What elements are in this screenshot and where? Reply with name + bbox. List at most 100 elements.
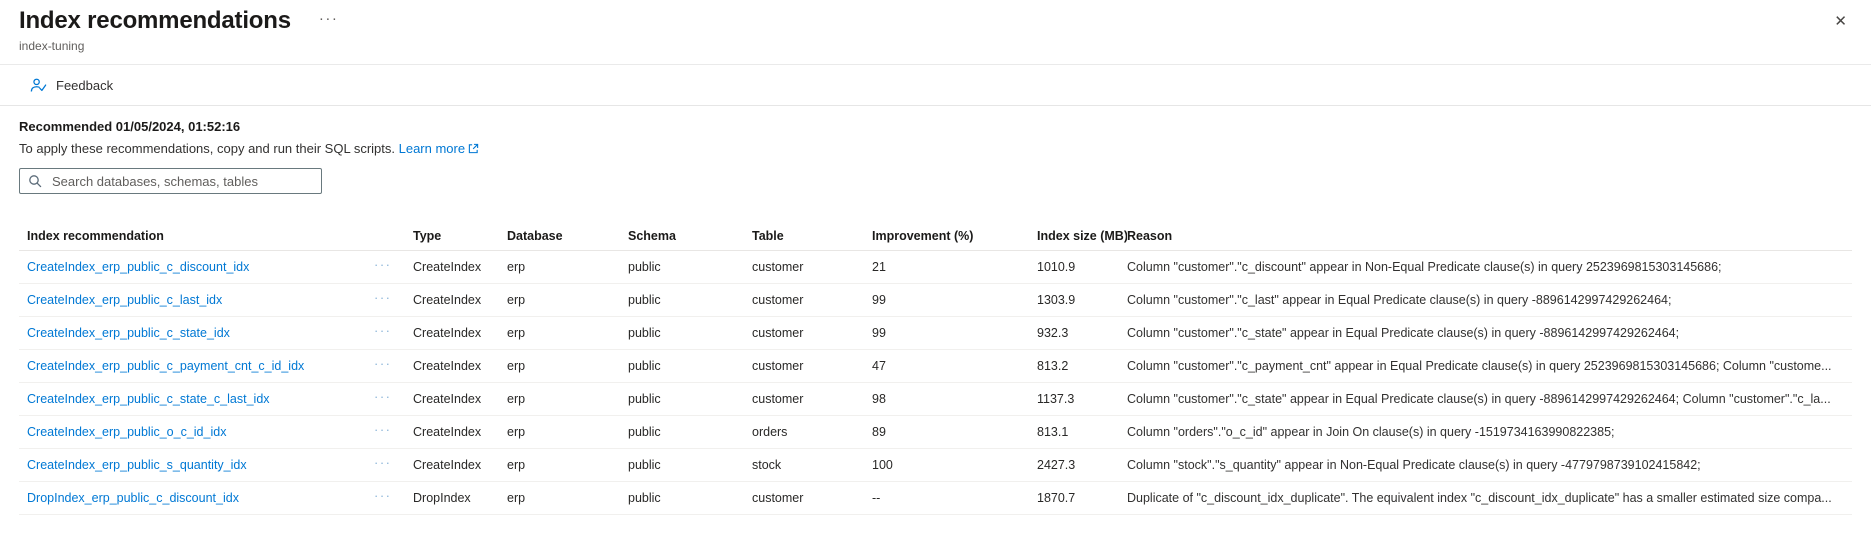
table-header-row: Index recommendation Type Database Schem… [19, 221, 1852, 251]
row-more-icon[interactable]: ··· [370, 291, 396, 309]
cell-database: erp [507, 293, 526, 307]
title-more-icon[interactable]: ··· [313, 10, 345, 28]
feedback-button[interactable]: Feedback [24, 73, 119, 98]
col-header-type: Type [413, 228, 442, 243]
learn-more-link[interactable]: Learn more [399, 141, 479, 156]
cell-reason: Column "customer"."c_state" appear in Eq… [1127, 392, 1831, 406]
row-more-icon[interactable]: ··· [370, 357, 396, 375]
row-more-icon[interactable]: ··· [370, 489, 396, 507]
external-link-icon [468, 142, 479, 157]
col-header-improvement: Improvement (%) [872, 228, 974, 243]
index-recommendation-link[interactable]: DropIndex_erp_public_c_discount_idx [27, 491, 239, 505]
cell-table: customer [752, 359, 804, 373]
row-more-icon[interactable]: ··· [370, 324, 396, 342]
recommended-timestamp: Recommended 01/05/2024, 01:52:16 [19, 119, 241, 134]
cell-index-size: 1870.7 [1037, 491, 1076, 505]
col-header-table: Table [752, 228, 784, 243]
cell-reason: Column "stock"."s_quantity" appear in No… [1127, 458, 1701, 472]
index-recommendation-link[interactable]: CreateIndex_erp_public_c_state_idx [27, 326, 230, 340]
row-more-icon[interactable]: ··· [370, 456, 396, 474]
cell-schema: public [628, 491, 661, 505]
index-recommendation-link[interactable]: CreateIndex_erp_public_s_quantity_idx [27, 458, 247, 472]
cell-improvement: 89 [872, 425, 886, 439]
row-more-icon[interactable]: ··· [370, 390, 396, 408]
cell-reason: Duplicate of "c_discount_idx_duplicate".… [1127, 491, 1832, 505]
blade-subtitle: index-tuning [19, 39, 85, 53]
page-title: Index recommendations [19, 7, 291, 34]
table-row: CreateIndex_erp_public_c_state_idx ··· Cre… [19, 317, 1852, 350]
cell-reason: Column "customer"."c_last" appear in Equ… [1127, 293, 1672, 307]
search-input[interactable] [52, 173, 313, 189]
table-row: CreateIndex_erp_public_c_payment_cnt_c_i… [19, 350, 1852, 383]
table-cell: ··· [370, 489, 413, 507]
cell-index-size: 2427.3 [1037, 458, 1076, 472]
table-row: CreateIndex_erp_public_c_state_c_last_id… [19, 383, 1852, 416]
table-cell: CreateIndex_erp_public_c_payment_cnt_c_i… [19, 359, 370, 373]
cell-index-size: 1303.9 [1037, 293, 1076, 307]
cell-type: CreateIndex [413, 425, 482, 439]
cell-schema: public [628, 392, 661, 406]
cell-improvement: -- [872, 491, 881, 505]
cell-type: CreateIndex [413, 293, 482, 307]
cell-index-size: 813.1 [1037, 425, 1069, 439]
cell-type: CreateIndex [413, 392, 482, 406]
table-body: CreateIndex_erp_public_c_discount_idx ···… [19, 251, 1852, 515]
command-bar: Feedback [0, 64, 1871, 106]
cell-database: erp [507, 458, 526, 472]
cell-type: DropIndex [413, 491, 471, 505]
cell-database: erp [507, 425, 526, 439]
table-cell: CreateIndex_erp_public_c_last_idx [19, 293, 370, 307]
cell-database: erp [507, 392, 526, 406]
cell-database: erp [507, 359, 526, 373]
cell-index-size: 1010.9 [1037, 260, 1076, 274]
learn-more-label: Learn more [398, 141, 466, 156]
cell-database: erp [507, 326, 526, 340]
row-more-icon[interactable]: ··· [370, 423, 396, 441]
cell-schema: public [628, 458, 661, 472]
cell-table: customer [752, 260, 804, 274]
table-cell: CreateIndex_erp_public_c_state_c_last_id… [19, 392, 370, 406]
table-cell: ··· [370, 357, 413, 375]
blade-header: Index recommendations ··· index-tuning [0, 0, 1871, 53]
table-row: DropIndex_erp_public_c_discount_idx ··· Dr… [19, 482, 1852, 515]
cell-improvement: 100 [872, 458, 893, 472]
row-more-icon[interactable]: ··· [370, 258, 396, 276]
col-header-index-recommendation: Index recommendation [27, 228, 164, 243]
index-recommendation-link[interactable]: CreateIndex_erp_public_c_discount_idx [27, 260, 250, 274]
cell-database: erp [507, 491, 526, 505]
cell-type: CreateIndex [413, 359, 482, 373]
table-cell: ··· [370, 423, 413, 441]
cell-table: customer [752, 491, 804, 505]
cell-schema: public [628, 326, 661, 340]
index-recommendation-link[interactable]: CreateIndex_erp_public_c_payment_cnt_c_i… [27, 359, 305, 373]
index-recommendation-link[interactable]: CreateIndex_erp_public_o_c_id_idx [27, 425, 227, 439]
recommendations-table: Index recommendation Type Database Schem… [19, 221, 1852, 515]
feedback-label: Feedback [56, 77, 114, 93]
cell-reason: Column "customer"."c_state" appear in Eq… [1127, 326, 1680, 340]
cell-improvement: 98 [872, 392, 886, 406]
search-box[interactable] [19, 168, 322, 194]
index-recommendation-link[interactable]: CreateIndex_erp_public_c_state_c_last_id… [27, 392, 270, 406]
feedback-person-icon [30, 77, 47, 94]
apply-instructions: To apply these recommendations, copy and… [19, 141, 1852, 157]
cell-improvement: 47 [872, 359, 886, 373]
cell-index-size: 1137.3 [1037, 392, 1075, 406]
cell-improvement: 99 [872, 326, 886, 340]
table-cell: ··· [370, 291, 413, 309]
cell-improvement: 21 [872, 260, 886, 274]
cell-index-size: 813.2 [1037, 359, 1069, 373]
table-row: CreateIndex_erp_public_s_quantity_idx ···… [19, 449, 1852, 482]
index-recommendation-link[interactable]: CreateIndex_erp_public_c_last_idx [27, 293, 223, 307]
cell-table: orders [752, 425, 788, 439]
table-row: CreateIndex_erp_public_c_discount_idx ···… [19, 251, 1852, 284]
table-cell: ··· [370, 324, 413, 342]
cell-database: erp [507, 260, 526, 274]
cell-reason: Column "customer"."c_discount" appear in… [1127, 260, 1722, 274]
cell-type: CreateIndex [413, 260, 482, 274]
table-cell: CreateIndex_erp_public_s_quantity_idx [19, 458, 370, 472]
close-icon[interactable]: ✕ [1828, 8, 1853, 34]
cell-schema: public [628, 293, 661, 307]
table-cell: CreateIndex_erp_public_c_state_idx [19, 326, 370, 340]
cell-table: stock [752, 458, 782, 472]
cell-reason: Column "orders"."o_c_id" appear in Join … [1127, 425, 1615, 439]
